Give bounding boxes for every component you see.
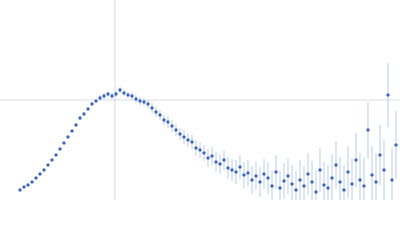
data-point xyxy=(194,146,198,150)
data-point xyxy=(222,158,226,162)
data-point xyxy=(78,116,82,120)
data-point xyxy=(310,180,314,184)
data-point xyxy=(374,180,378,184)
data-point xyxy=(246,171,250,175)
data-point xyxy=(182,135,186,139)
data-point xyxy=(118,88,122,92)
data-point xyxy=(62,141,66,145)
data-point xyxy=(170,124,174,128)
data-point xyxy=(146,102,150,106)
data-point xyxy=(154,110,158,114)
data-point xyxy=(338,180,342,184)
data-point xyxy=(262,172,266,176)
data-point xyxy=(94,99,98,103)
data-point xyxy=(186,138,190,142)
data-point xyxy=(130,94,134,98)
data-point xyxy=(258,180,262,184)
data-point xyxy=(42,168,46,172)
data-point xyxy=(214,160,218,164)
data-point xyxy=(346,170,350,174)
data-point xyxy=(38,172,42,176)
data-point xyxy=(74,123,78,127)
data-point xyxy=(86,107,90,111)
data-point xyxy=(394,143,398,147)
data-point xyxy=(114,92,118,96)
data-point xyxy=(58,147,62,151)
data-point xyxy=(242,173,246,177)
data-point xyxy=(70,129,74,133)
data-point xyxy=(362,184,366,188)
data-point xyxy=(138,99,142,103)
data-point xyxy=(266,176,270,180)
data-point xyxy=(150,106,154,110)
data-point xyxy=(270,184,274,188)
data-point xyxy=(302,184,306,188)
data-point xyxy=(102,94,106,98)
data-point xyxy=(354,158,358,162)
data-point xyxy=(166,120,170,124)
data-point xyxy=(290,182,294,186)
data-point xyxy=(18,188,22,192)
data-point xyxy=(178,132,182,136)
data-point xyxy=(218,162,222,166)
data-point xyxy=(326,186,330,190)
data-point xyxy=(370,173,374,177)
data-point xyxy=(286,174,290,178)
data-point xyxy=(174,128,178,132)
data-point xyxy=(158,113,162,117)
data-point xyxy=(134,97,138,101)
data-point xyxy=(230,168,234,172)
data-point xyxy=(90,102,94,106)
data-point xyxy=(366,128,370,132)
data-point xyxy=(386,93,390,97)
data-point xyxy=(294,188,298,192)
data-point xyxy=(26,183,30,187)
data-point xyxy=(390,178,394,182)
data-point xyxy=(306,172,310,176)
data-point xyxy=(278,186,282,190)
data-point xyxy=(334,163,338,167)
data-point xyxy=(46,163,50,167)
data-point xyxy=(226,166,230,170)
data-point xyxy=(238,165,242,169)
data-point xyxy=(198,148,202,152)
data-point xyxy=(314,190,318,194)
data-point xyxy=(274,170,278,174)
data-point xyxy=(254,174,258,178)
data-point xyxy=(250,178,254,182)
data-point xyxy=(98,96,102,100)
data-point xyxy=(22,185,26,189)
data-point xyxy=(190,140,194,144)
data-point xyxy=(282,179,286,183)
data-point xyxy=(202,151,206,155)
data-point xyxy=(318,168,322,172)
data-point xyxy=(34,176,38,180)
data-point xyxy=(30,180,34,184)
data-point xyxy=(106,92,110,96)
data-point xyxy=(382,168,386,172)
data-point xyxy=(50,158,54,162)
data-point xyxy=(330,176,334,180)
data-point xyxy=(206,156,210,160)
data-point xyxy=(162,118,166,122)
chart xyxy=(0,0,400,200)
data-point xyxy=(210,154,214,158)
data-point xyxy=(322,183,326,187)
data-point xyxy=(122,91,126,95)
data-point xyxy=(350,182,354,186)
data-point xyxy=(342,188,346,192)
data-point xyxy=(54,153,58,157)
data-point xyxy=(234,170,238,174)
data-point xyxy=(358,178,362,182)
data-point xyxy=(378,153,382,157)
data-point xyxy=(110,94,114,98)
data-point xyxy=(298,178,302,182)
data-point xyxy=(66,135,70,139)
data-point xyxy=(142,100,146,104)
data-point xyxy=(126,93,130,97)
data-point xyxy=(82,112,86,116)
